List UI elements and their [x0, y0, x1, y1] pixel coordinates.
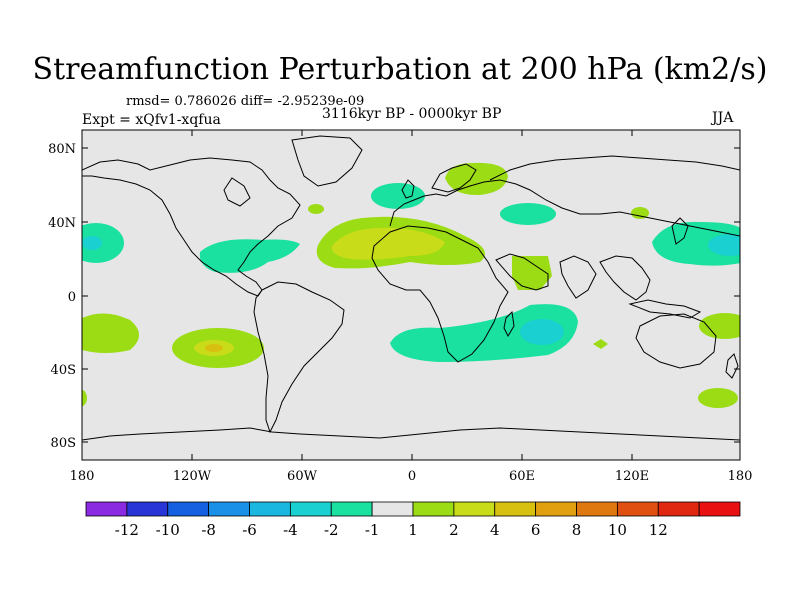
colorbar-label: -4	[283, 521, 298, 539]
anomaly-positive	[308, 204, 324, 214]
colorbar-box	[85, 501, 128, 517]
colorbar-box	[167, 501, 210, 517]
coastline-antarctica	[82, 427, 740, 441]
colorbar-label: 8	[572, 521, 582, 539]
colorbar-box	[330, 501, 373, 517]
season-label: JJA	[712, 110, 734, 126]
map-frame	[81, 129, 741, 461]
anomaly-negative	[82, 223, 124, 263]
colorbar-label: 6	[531, 521, 541, 539]
colorbar-label: 12	[649, 521, 668, 539]
anomaly-negative	[390, 304, 578, 362]
colorbar-box	[289, 501, 332, 517]
chart-title: Streamfunction Perturbation at 200 hPa (…	[32, 52, 768, 87]
anomaly-negative	[371, 183, 425, 209]
coastline-scandinavia	[431, 163, 477, 193]
coastline-japan	[671, 217, 689, 245]
anomaly-positive	[593, 339, 608, 349]
lat-labels: 80N 40N 0 40S 80S	[48, 142, 76, 451]
colorbar-box	[249, 501, 291, 517]
lat-label: 0	[68, 290, 76, 305]
lat-label: 80N	[48, 142, 76, 157]
anomaly-positive	[512, 256, 552, 290]
colorbar-label: 4	[490, 521, 500, 539]
coastlines	[82, 135, 740, 441]
colorbar-label: 2	[449, 521, 459, 539]
colorbar-label: -12	[115, 521, 139, 539]
anomaly-negative-core	[708, 234, 740, 256]
coastline-south-america	[253, 281, 345, 434]
colorbar-label: -8	[201, 521, 216, 539]
colorbar-box	[657, 501, 700, 517]
anomaly-negative	[199, 239, 300, 273]
colorbar	[85, 501, 741, 517]
map-background	[82, 130, 740, 460]
coastline-se-asia	[599, 255, 651, 301]
experiment-label: Expt = xQfv1-xqfua	[82, 112, 221, 128]
colorbar-box	[535, 501, 577, 517]
coastline-australia	[635, 313, 717, 369]
anomaly-negative	[500, 203, 556, 225]
lon-label: 120W	[173, 469, 212, 484]
colorbar-box	[494, 501, 537, 517]
lon-label: 180	[70, 469, 95, 484]
colorbar-label: -1	[365, 521, 380, 539]
lon-ticks	[81, 130, 741, 460]
colorbar-label: -6	[242, 521, 257, 539]
coastline-new-zealand	[725, 353, 739, 379]
anomaly-positive	[698, 388, 738, 408]
anomaly-positive	[82, 390, 87, 406]
lon-label: 60W	[287, 469, 318, 484]
lon-label: 60E	[509, 469, 535, 484]
anomaly-negative-core	[82, 236, 102, 250]
coastline-arabia	[495, 253, 549, 291]
lat-label: 80S	[51, 436, 76, 451]
period-label: 3116kyr BP - 0000kyr BP	[322, 106, 502, 122]
anomaly-positive	[82, 313, 139, 353]
colorbar-labels: -12 -10 -8 -6 -4 -2 -1 1 2 4 6 8 10 12	[115, 521, 668, 539]
lat-ticks	[82, 147, 740, 443]
lat-label: 40S	[51, 363, 76, 378]
anomaly-positive-mid	[331, 227, 445, 260]
colorbar-box	[616, 501, 659, 517]
coastline-britain	[401, 179, 415, 199]
colorbar-label: 1	[408, 521, 418, 539]
anomaly-positive-core	[205, 344, 223, 352]
coastline-greenland	[291, 135, 363, 187]
colorbar-box	[126, 501, 169, 517]
colorbar-label: 10	[608, 521, 627, 539]
coastline-indonesia	[628, 299, 702, 319]
coastline-asia	[489, 155, 740, 181]
coastline-europe	[389, 179, 740, 237]
lon-labels: 180 120W 60W 0 60E 120E 180	[70, 469, 753, 484]
lon-label: 0	[408, 469, 416, 484]
lon-label: 120E	[615, 469, 649, 484]
coastline-madagascar	[503, 310, 515, 338]
coastline-hudson	[223, 177, 251, 207]
colorbar-box	[453, 501, 496, 517]
colorbar-box	[576, 501, 618, 517]
coastline-india	[559, 255, 597, 299]
anomaly-positive	[699, 313, 740, 339]
colorbar-box	[698, 501, 741, 517]
anomaly-negative-core	[520, 319, 564, 345]
anomaly-fields	[82, 162, 740, 408]
colorbar-label: -2	[324, 521, 339, 539]
stats-line: rmsd= 0.786026 diff= -2.95239e-09	[126, 94, 365, 109]
colorbar-box	[412, 501, 455, 517]
colorbar-box	[371, 501, 414, 517]
lon-label: 180	[728, 469, 753, 484]
colorbar-box	[208, 501, 250, 517]
coastline-africa	[371, 225, 509, 363]
colorbar-label: -10	[156, 521, 180, 539]
coastline-north-america	[82, 157, 301, 297]
anomaly-positive	[631, 207, 649, 219]
lat-label: 40N	[48, 216, 76, 231]
